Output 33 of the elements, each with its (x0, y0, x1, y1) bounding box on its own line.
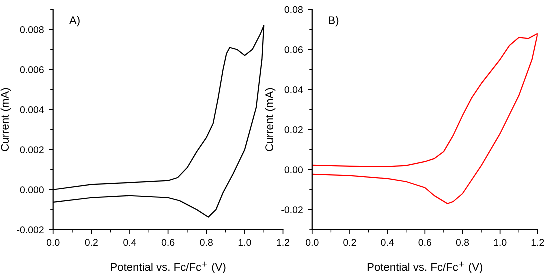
x-tick-label: 1.2 (277, 239, 290, 246)
y-tick-label: 0.000 (20, 186, 44, 194)
y-tick-label: 0.08 (284, 6, 303, 14)
y-tick-label: 0.004 (20, 106, 44, 114)
x-axis-title: Potential vs. Fc/Fc$^{+}$ (V) (111, 262, 226, 274)
x-tick-label: 1.2 (532, 239, 544, 246)
y-tick-label: 0.04 (284, 86, 304, 94)
x-tick-label: 0.4 (381, 239, 394, 246)
x-tick-label: 1.0 (494, 239, 507, 246)
x-tick-label: 0.6 (162, 239, 175, 246)
line-series (312, 33, 538, 204)
x-tick-label: 0.4 (124, 239, 136, 246)
y-tick-label: 0.006 (20, 66, 44, 74)
y-tick-label: 0.02 (284, 126, 303, 134)
y-tick-label: 0.008 (20, 26, 44, 34)
y-tick-label: -0.002 (17, 226, 44, 234)
annotation: B) (329, 16, 339, 27)
y-tick-label: 0.00 (284, 166, 303, 174)
x-axis-title: Potential vs. Fc/Fc$^{+}$ (V) (368, 262, 483, 274)
x-tick-label: 0.8 (200, 239, 213, 246)
x-tick-label: 0.2 (85, 239, 98, 246)
x-tick-label: 0.2 (344, 239, 356, 246)
y-axis-title: Current (mA) (265, 88, 276, 152)
y-tick-label: 0.06 (284, 46, 303, 54)
x-tick-label: 0.6 (418, 239, 432, 246)
y-axis-title: Current (mA) (0, 88, 12, 152)
x-tick-label: 1.0 (238, 239, 252, 246)
x-tick-label: 0.8 (456, 239, 470, 246)
x-tick-label: 0.0 (46, 239, 60, 246)
y-tick-label: -0.02 (282, 206, 303, 214)
y-tick-label: 0.002 (20, 146, 44, 154)
annotation: A) (69, 16, 80, 27)
x-tick-label: 0.0 (306, 239, 319, 246)
